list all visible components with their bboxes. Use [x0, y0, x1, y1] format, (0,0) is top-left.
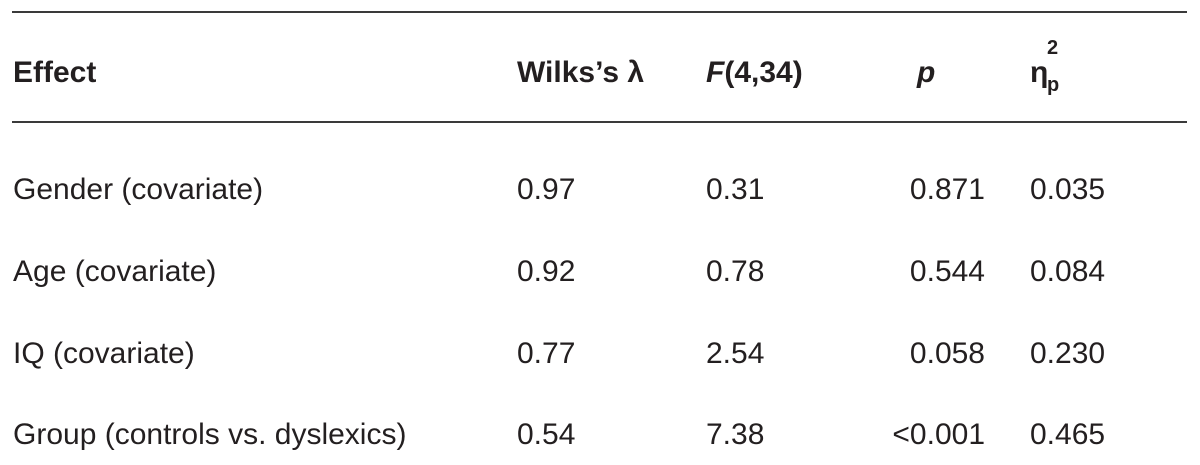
- row-1-f: 0.78: [706, 255, 765, 288]
- row-1-p: 0.544: [909, 255, 985, 288]
- row-3-p: <0.001: [892, 418, 985, 451]
- row-0-f: 0.31: [706, 173, 765, 206]
- header-wilks-lambda: Wilks’s λ: [517, 56, 645, 89]
- row-2-p: 0.058: [909, 337, 985, 370]
- row-1-eta: 0.084: [1030, 255, 1106, 288]
- header-eta-superscript: 2: [1047, 37, 1059, 59]
- header-partial-eta-squared: η 2 p: [1030, 38, 1059, 95]
- header-f-symbol: F: [706, 56, 725, 89]
- row-1-wilks: 0.92: [517, 255, 576, 288]
- row-1-effect: Age (covariate): [13, 255, 217, 288]
- header-eta-symbol: η: [1030, 56, 1049, 89]
- header-effect: Effect: [13, 56, 97, 89]
- row-2-eta: 0.230: [1030, 337, 1106, 370]
- row-0-wilks: 0.97: [517, 173, 576, 206]
- row-2-f: 2.54: [706, 337, 765, 370]
- row-3-f: 7.38: [706, 418, 765, 451]
- row-3-effect: Group (controls vs. dyslexics): [13, 418, 407, 451]
- row-3-wilks: 0.54: [517, 418, 576, 451]
- row-2-effect: IQ (covariate): [13, 337, 195, 370]
- header-p-symbol: p: [917, 56, 936, 89]
- header-f-df: (4,34): [724, 56, 803, 89]
- row-0-effect: Gender (covariate): [13, 173, 264, 206]
- row-0-p: 0.871: [909, 173, 985, 206]
- header-f-statistic: F(4,34): [706, 55, 803, 91]
- table-top-rule: [12, 11, 1187, 13]
- row-3-eta: 0.465: [1030, 418, 1106, 451]
- row-0-eta: 0.035: [1030, 173, 1106, 206]
- table-header-rule: [12, 121, 1187, 123]
- row-2-wilks: 0.77: [517, 337, 576, 370]
- header-p: p: [917, 55, 935, 91]
- header-eta-subscript: p: [1047, 74, 1060, 96]
